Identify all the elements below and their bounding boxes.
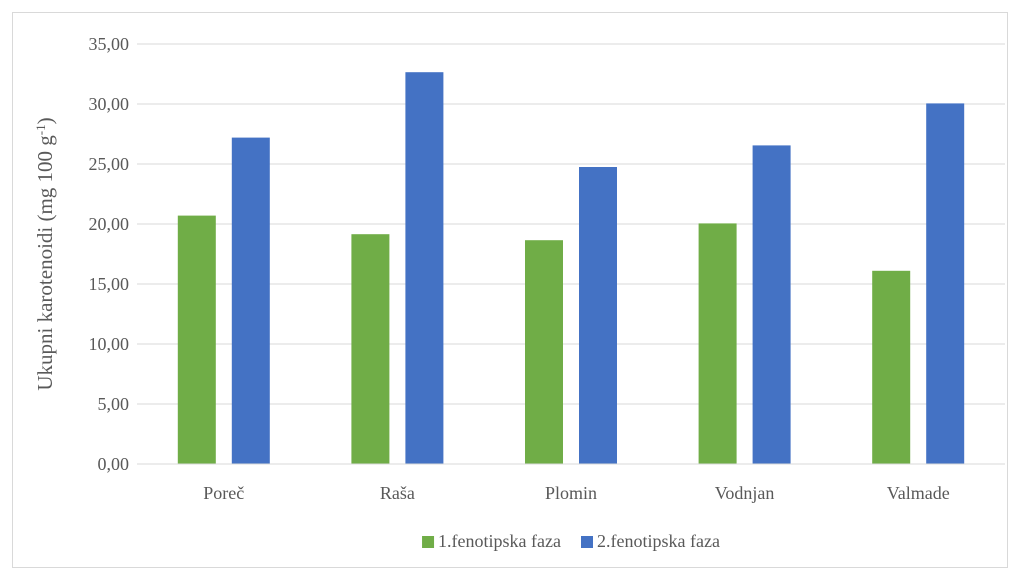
legend-swatch <box>581 536 593 548</box>
y-axis-title-superscript: -1 <box>33 124 48 135</box>
bar <box>872 270 911 464</box>
y-tick-label: 35,00 <box>89 34 130 54</box>
gridlines <box>137 43 1005 405</box>
x-category-label: Valmade <box>887 483 950 503</box>
legend-swatch <box>422 536 435 548</box>
bar <box>698 223 737 464</box>
y-axis-title-suffix: ) <box>33 117 57 124</box>
x-category-label: Vodnjan <box>715 483 775 503</box>
y-axis-title: Ukupni karotenoidi (mg 100 g-1) <box>33 117 58 390</box>
y-tick-label: 15,00 <box>89 274 130 294</box>
y-tick-label: 25,00 <box>89 154 130 174</box>
legend-label: 2.fenotipska faza <box>597 531 720 551</box>
y-axis-tick-labels: 0,00 5,00 10,00 15,00 20,00 25,00 30,00 35,00 <box>89 34 130 474</box>
x-category-label: Raša <box>380 483 415 503</box>
bars <box>177 72 965 465</box>
legend-label: 1.fenotipska faza <box>438 531 561 551</box>
x-axis-category-labels: Poreč Raša Plomin Vodnjan Valmade <box>203 483 949 503</box>
legend: 1.fenotipska faza 2.fenotipska faza <box>422 531 720 551</box>
bar <box>351 234 390 464</box>
bar <box>405 72 444 464</box>
x-category-label: Plomin <box>545 483 597 503</box>
bar <box>525 240 563 464</box>
bar <box>231 137 270 464</box>
bar <box>579 167 617 464</box>
bar <box>926 103 965 465</box>
x-category-label: Poreč <box>203 483 244 503</box>
y-axis-title-main: Ukupni karotenoidi (mg 100 g <box>33 135 57 391</box>
y-tick-label: 0,00 <box>98 454 130 474</box>
y-tick-label: 5,00 <box>98 394 130 414</box>
y-tick-label: 30,00 <box>89 94 130 114</box>
bar <box>177 215 216 464</box>
y-tick-label: 20,00 <box>89 214 130 234</box>
y-tick-label: 10,00 <box>89 334 130 354</box>
bar <box>752 145 791 464</box>
